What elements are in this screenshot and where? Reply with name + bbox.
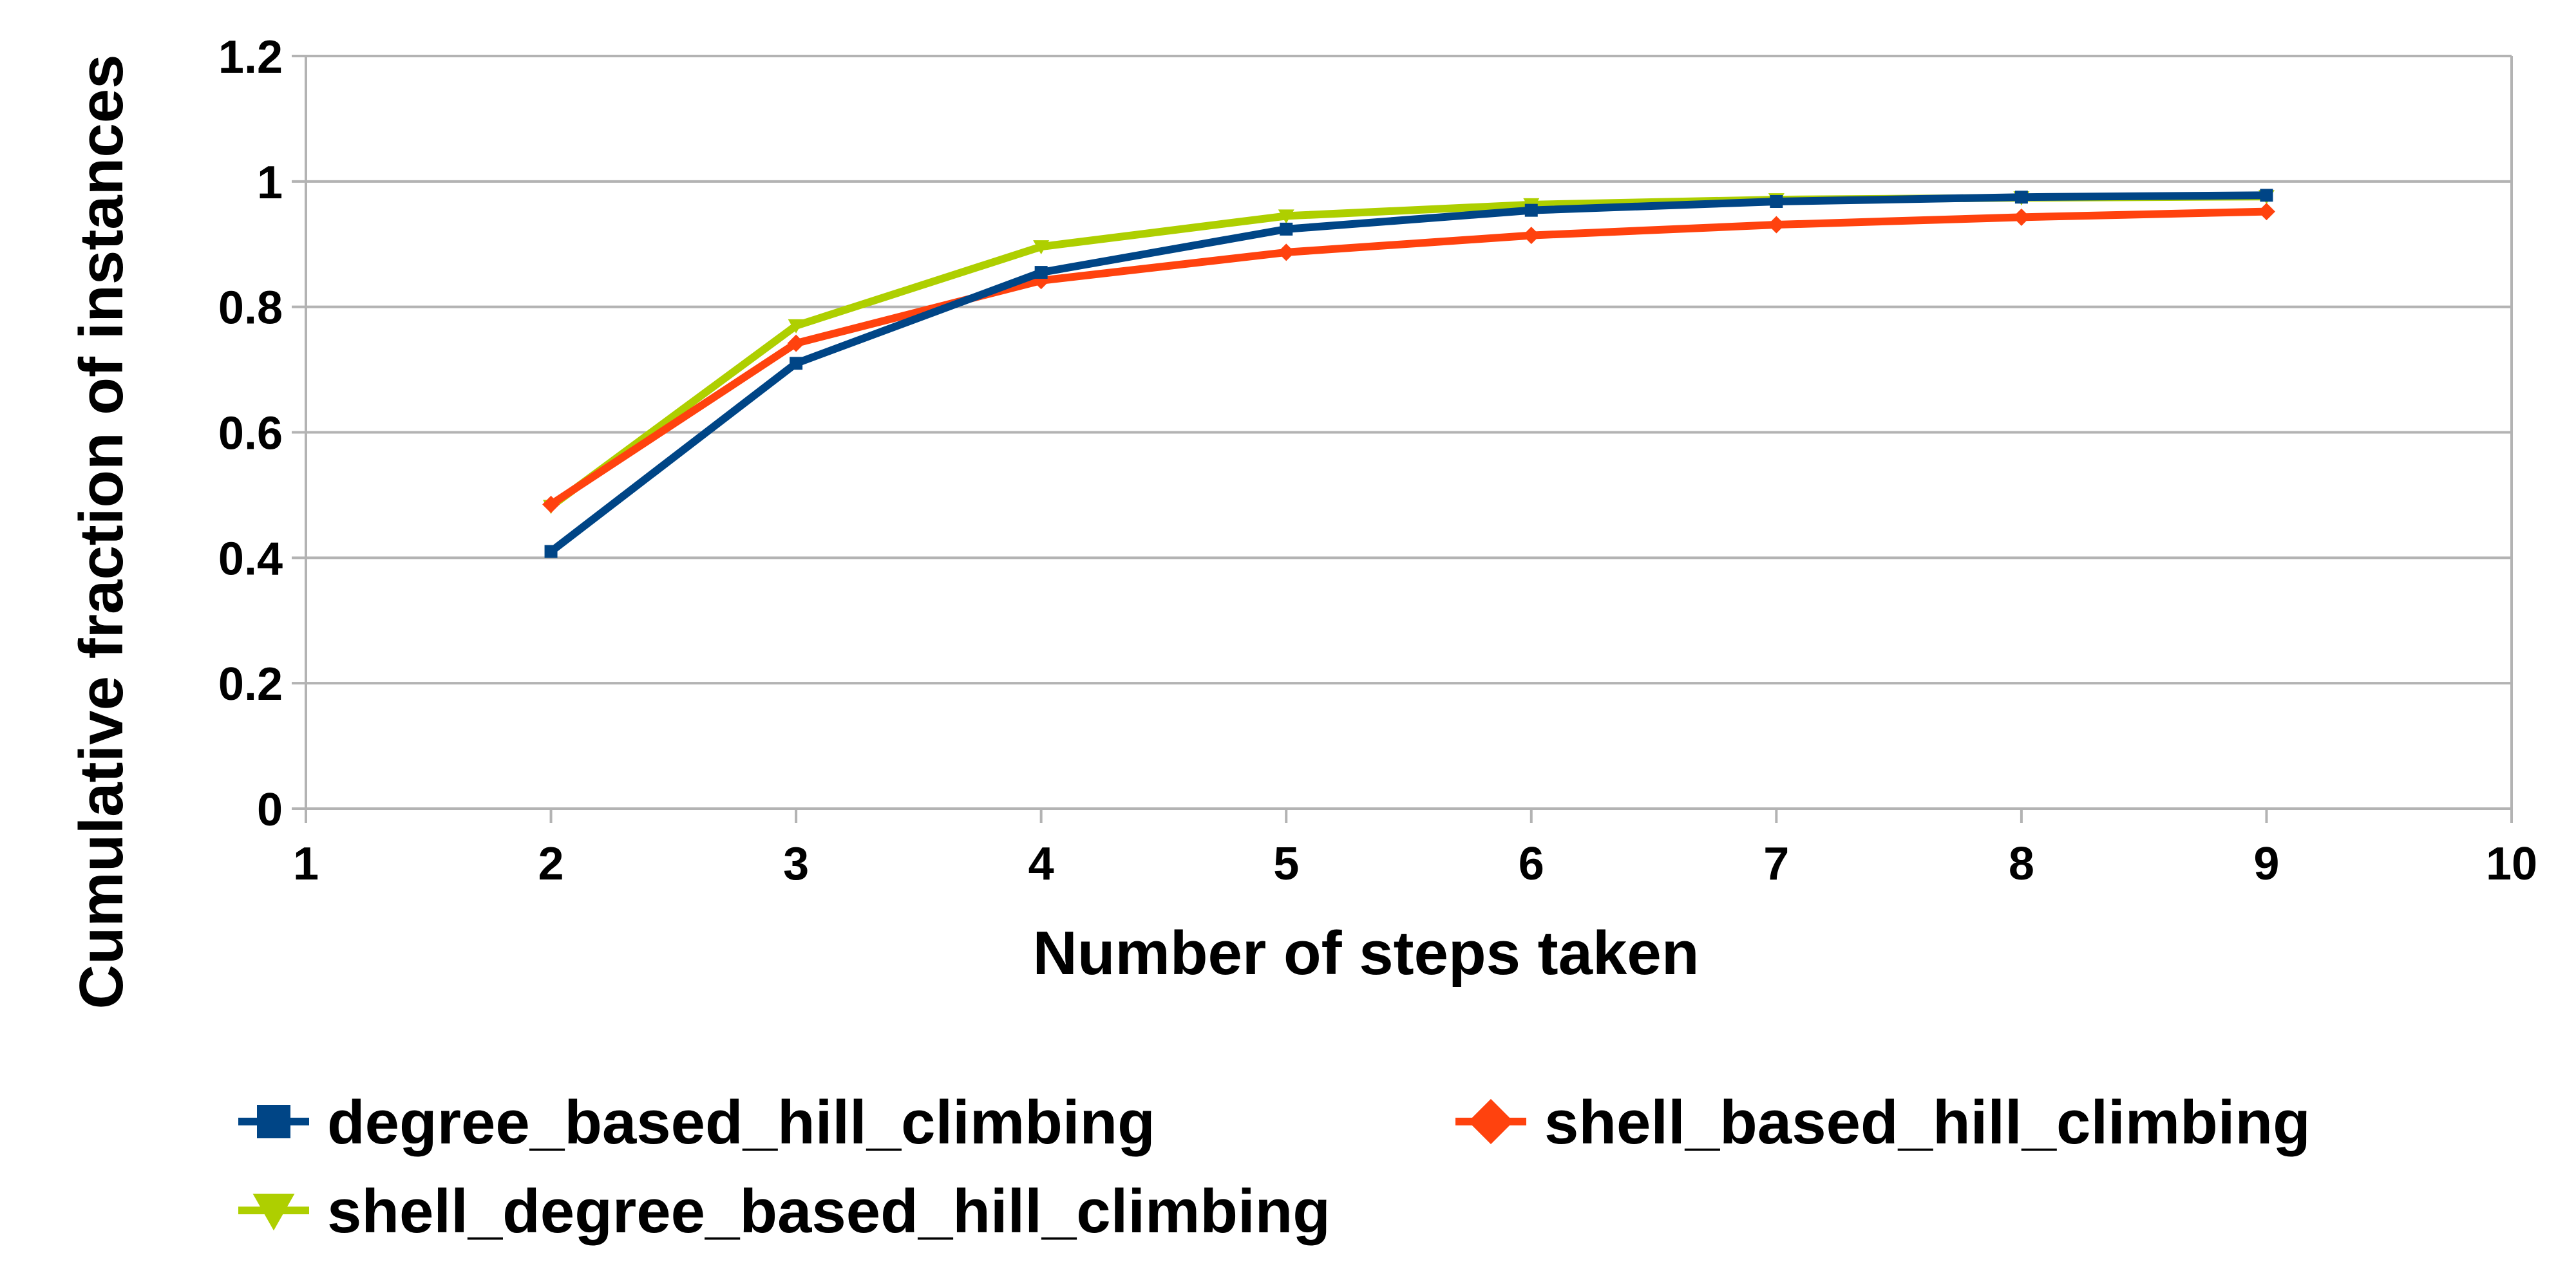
plot-series [542,189,2275,558]
data-point [1034,266,1048,279]
y-tick-label: 1 [257,157,283,209]
data-point [1767,216,1785,234]
legend-marker [257,1105,290,1138]
data-point [1522,227,1540,245]
x-tick-label: 9 [2253,838,2279,890]
y-tick-label: 0.2 [218,659,283,710]
x-tick-label: 5 [1273,838,1299,890]
y-tick-label: 0.8 [218,283,283,334]
y-tick-label: 0.6 [218,408,283,460]
data-point [1280,222,1293,236]
series-line [547,191,2271,556]
legend-marker [252,1194,295,1231]
data-point [1278,209,1294,224]
legend-label: shell_based_hill_climbing [1544,1088,2311,1157]
y-tick-label: 0 [257,784,283,836]
x-tick-label: 8 [2009,838,2034,890]
x-tick-label: 1 [293,838,319,890]
legend-label: degree_based_hill_climbing [327,1088,1155,1157]
data-point [788,319,804,334]
y-tick-label: 1.2 [218,32,283,83]
series-degree_based_hill_climbing [544,189,2273,558]
data-point [790,357,803,370]
x-tick-label: 10 [2486,838,2537,890]
x-tick-label: 6 [1519,838,1544,890]
y-tick-label: 0.4 [218,533,283,585]
x-tick-label: 2 [538,838,564,890]
legend-item: shell_based_hill_climbing [1455,1088,2311,1157]
data-point [542,496,560,514]
data-point [544,545,558,558]
legend-item: degree_based_hill_climbing [238,1088,1155,1157]
axes: 0 0.2 0.4 0.6 0.8 1 1.2 1 2 3 4 5 6 7 8 9 10 [218,32,2537,890]
x-tick-label: 4 [1028,838,1054,890]
data-point [2260,189,2273,202]
data-point [2014,191,2028,204]
data-point [2257,203,2275,221]
series-shell_degree_based_hill_climbing [543,190,2275,514]
x-tick-label: 3 [783,838,809,890]
gridlines [306,55,2513,810]
data-point [1770,195,1783,209]
data-point [1033,240,1050,255]
data-point [1277,243,1295,261]
data-point [787,334,805,352]
x-tick-label: 7 [1763,838,1789,890]
x-axis-title: Number of steps taken [1033,919,1700,988]
legend-marker [1468,1098,1514,1145]
legend-label: shell_degree_based_hill_climbing [327,1177,1331,1246]
data-point [2012,208,2031,226]
y-axis-title: Cumulative fraction of instances [67,55,136,1010]
data-point [1524,203,1538,217]
legend: degree_based_hill_climbing shell_based_hi… [238,1088,2311,1246]
legend-item: shell_degree_based_hill_climbing [238,1177,1331,1246]
series-line [547,207,2271,509]
